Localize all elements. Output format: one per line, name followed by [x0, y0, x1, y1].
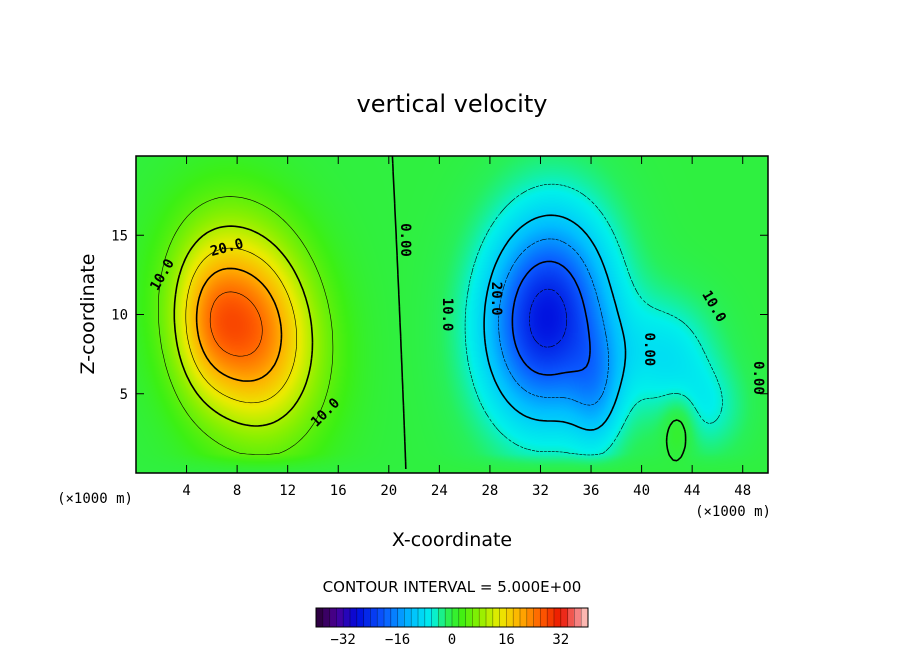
- colorbar-ticks: −32 −16 0 16 32: [315, 608, 589, 648]
- x-tick-label: 28: [481, 483, 498, 499]
- x-tick-label: 4: [182, 483, 190, 499]
- contour-line: [195, 267, 283, 382]
- contour-label: 0.00: [750, 361, 766, 395]
- contour-line: [209, 291, 263, 357]
- contour-line: [185, 247, 297, 404]
- contour-label: 0.00: [641, 333, 657, 367]
- colorbar-tick-label: 16: [498, 632, 515, 648]
- colorbar-tick-label: 0: [448, 632, 456, 648]
- y-axis-ticks: 5 10 15: [111, 228, 768, 403]
- y-tick-label: 5: [120, 387, 128, 403]
- contour-line: [464, 183, 723, 456]
- contour-label: 20.0: [488, 282, 504, 316]
- contour-line: [158, 196, 334, 455]
- x-tick-label: 40: [633, 483, 650, 499]
- contour-line: [529, 288, 567, 348]
- z-unit-label: (×1000 m): [57, 491, 133, 507]
- y-tick-label: 15: [111, 228, 128, 244]
- x-tick-label: 8: [233, 483, 241, 499]
- colorbar-tick-label: −32: [331, 632, 356, 648]
- contour-line: [173, 225, 314, 427]
- y-axis-label: Z-coordinate: [77, 254, 99, 375]
- chart-title: vertical velocity: [357, 90, 548, 118]
- colorbar-tick-label: 32: [552, 632, 569, 648]
- x-tick-label: 48: [734, 483, 751, 499]
- x-tick-label: 12: [279, 483, 296, 499]
- colorbar-tick-label: −16: [385, 632, 410, 648]
- contour-line: [498, 238, 609, 406]
- x-axis-ticks: 4 8 12 16 20 24 28 32 36 40 44 48: [182, 156, 751, 499]
- contour-label: 10.0: [439, 298, 455, 332]
- contour-interval-label: CONTOUR INTERVAL = 5.000E+00: [323, 578, 582, 596]
- x-tick-label: 20: [380, 483, 397, 499]
- x-tick-label: 36: [583, 483, 600, 499]
- x-tick-label: 44: [684, 483, 701, 499]
- y-tick-label: 10: [111, 308, 128, 324]
- x-tick-label: 16: [330, 483, 347, 499]
- contour-label: 0.00: [397, 223, 413, 257]
- contour-lines: [158, 156, 723, 470]
- velocity-color-field: [136, 156, 768, 473]
- x-tick-label: 24: [431, 483, 448, 499]
- contour-line: [391, 156, 687, 470]
- contour-line: [511, 260, 591, 376]
- contour-line: [483, 214, 627, 431]
- x-axis-label: X-coordinate: [392, 529, 512, 551]
- x-unit-label: (×1000 m): [695, 504, 771, 520]
- x-tick-label: 32: [532, 483, 549, 499]
